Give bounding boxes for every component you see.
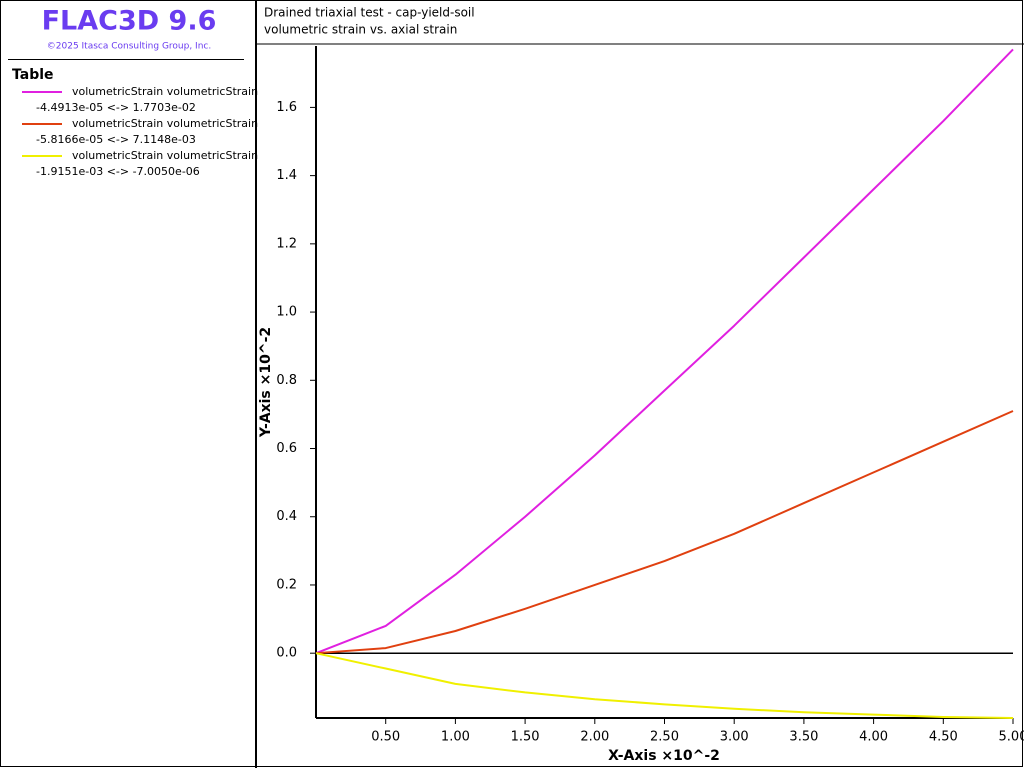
x-tick-label: 2.00 [580,730,609,745]
x-tick-label: 4.00 [859,730,888,745]
y-tick-label: 0.4 [276,509,297,524]
legend-label: volumetricStrain volumetricStrain [72,149,258,162]
app-title: FLAC3D 9.6 [42,6,217,37]
y-tick-label: 1.2 [276,236,297,251]
legend-range: -1.9151e-03 <-> -7.0050e-06 [36,165,200,178]
y-tick-label: 1.4 [276,168,297,183]
series-line [315,48,1014,655]
x-tick-label: 3.50 [789,730,818,745]
legend-title: Table [12,67,54,83]
series-line [315,652,1014,719]
y-tick-label: 0.2 [276,577,297,592]
series-line [315,410,1014,655]
legend-range: -4.4913e-05 <-> 1.7703e-02 [36,101,196,114]
chart-subtitle: volumetric strain vs. axial strain [264,23,457,37]
copyright: ©2025 Itasca Consulting Group, Inc. [47,42,211,52]
y-tick-label: 0.8 [276,373,297,388]
y-axis-label: Y-Axis ×10^-2 [258,327,274,438]
x-tick-label: 3.00 [720,730,749,745]
chart-title: Drained triaxial test - cap-yield-soil [264,6,475,20]
x-tick-label: 5.00 [999,730,1024,745]
legend-label: volumetricStrain volumetricStrain [72,85,258,98]
y-tick-label: 0.6 [276,441,297,456]
y-tick-label: 1.0 [276,305,297,320]
legend-range: -5.8166e-05 <-> 7.1148e-03 [36,133,196,146]
x-tick-label: 4.50 [929,730,958,745]
x-axis-label: X-Axis ×10^-2 [608,748,720,764]
legend-label: volumetricStrain volumetricStrain [72,117,258,130]
x-tick-label: 1.50 [511,730,540,745]
y-tick-label: 1.6 [276,100,297,115]
x-tick-label: 1.00 [441,730,470,745]
x-tick-label: 0.50 [371,730,400,745]
y-tick-label: 0.0 [276,646,297,661]
x-tick-label: 2.50 [650,730,679,745]
